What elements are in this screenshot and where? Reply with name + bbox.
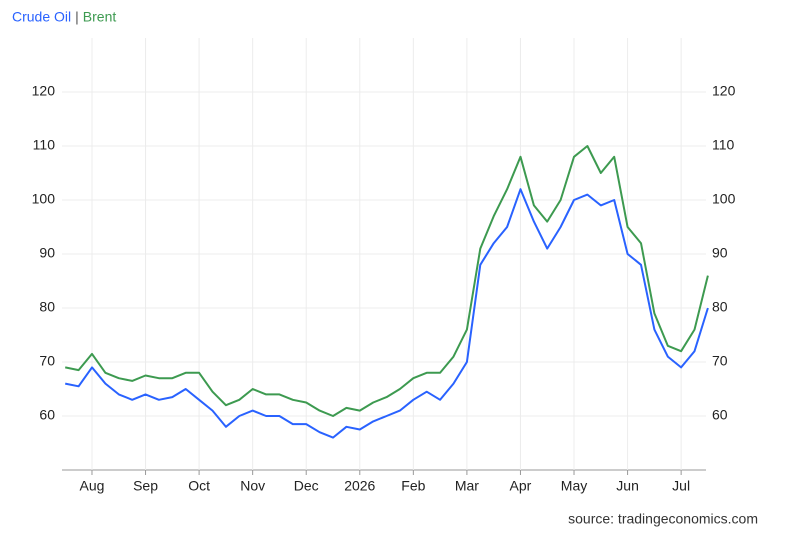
y-tick-label: 100: [32, 191, 56, 207]
x-tick-label: Feb: [401, 478, 425, 494]
legend-item: Brent: [83, 9, 117, 25]
y2-tick-label: 110: [712, 137, 735, 153]
y2-tick-label: 80: [712, 299, 728, 315]
x-tick-label: 2026: [344, 478, 375, 494]
y2-tick-label: 90: [712, 245, 728, 261]
x-tick-label: Mar: [455, 478, 479, 494]
legend-item: Crude Oil: [12, 9, 71, 25]
series-line: [65, 145, 709, 417]
x-tick-label: Jul: [672, 478, 690, 494]
x-tick-label: May: [561, 478, 587, 494]
x-tick-label: Jun: [616, 478, 639, 494]
x-tick-label: Aug: [80, 478, 105, 494]
y-tick-label: 120: [32, 83, 56, 99]
y2-tick-label: 120: [712, 83, 736, 99]
x-tick-label: Apr: [510, 478, 532, 494]
series-line: [65, 188, 709, 439]
y-tick-label: 60: [39, 407, 55, 423]
y-tick-label: 110: [33, 137, 56, 153]
y2-tick-label: 70: [712, 353, 728, 369]
x-tick-label: Dec: [294, 478, 319, 494]
y-tick-label: 90: [39, 245, 55, 261]
y2-tick-label: 60: [712, 407, 728, 423]
legend-separator: |: [75, 9, 79, 25]
y-tick-label: 70: [39, 353, 55, 369]
x-tick-label: Sep: [133, 478, 158, 494]
x-tick-label: Oct: [188, 478, 210, 494]
x-tick-label: Nov: [240, 478, 265, 494]
y-tick-label: 80: [39, 299, 55, 315]
y2-tick-label: 100: [712, 191, 736, 207]
source: source: tradingeconomics.com: [568, 511, 758, 527]
